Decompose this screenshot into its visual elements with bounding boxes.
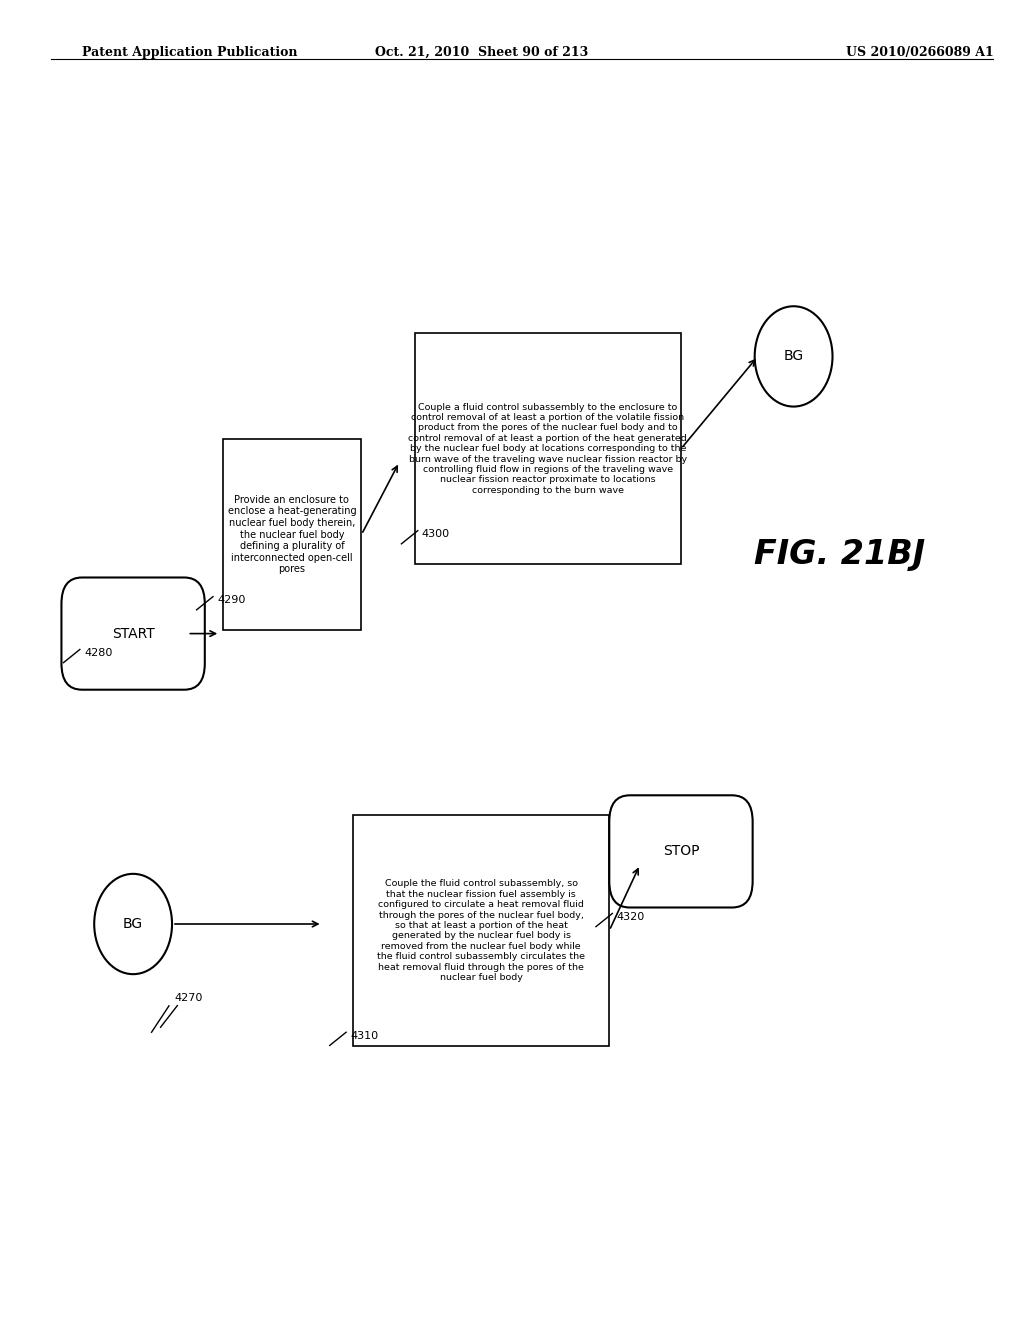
FancyBboxPatch shape (61, 578, 205, 689)
FancyBboxPatch shape (353, 816, 609, 1045)
Text: 4300: 4300 (422, 529, 450, 540)
Text: START: START (112, 627, 155, 640)
Text: Patent Application Publication: Patent Application Publication (82, 46, 297, 59)
Text: BG: BG (123, 917, 143, 931)
Text: FIG. 21BJ: FIG. 21BJ (754, 539, 926, 572)
Circle shape (755, 306, 833, 407)
Text: US 2010/0266089 A1: US 2010/0266089 A1 (846, 46, 993, 59)
Text: Couple a fluid control subassembly to the enclosure to
control removal of at lea: Couple a fluid control subassembly to th… (409, 403, 687, 495)
Text: STOP: STOP (663, 845, 699, 858)
Text: 4280: 4280 (84, 648, 113, 659)
Text: 4290: 4290 (217, 595, 246, 606)
Text: 4320: 4320 (616, 912, 645, 923)
Text: BG: BG (783, 350, 804, 363)
FancyBboxPatch shape (415, 333, 681, 565)
Text: Oct. 21, 2010  Sheet 90 of 213: Oct. 21, 2010 Sheet 90 of 213 (375, 46, 588, 59)
Text: 4270: 4270 (174, 993, 203, 1003)
Text: Couple the fluid control subassembly, so
that the nuclear fission fuel assembly : Couple the fluid control subassembly, so… (377, 879, 586, 982)
Text: 4310: 4310 (350, 1031, 378, 1041)
Circle shape (94, 874, 172, 974)
FancyBboxPatch shape (222, 438, 360, 631)
Text: Provide an enclosure to
enclose a heat-generating
nuclear fuel body therein,
the: Provide an enclosure to enclose a heat-g… (227, 495, 356, 574)
FancyBboxPatch shape (609, 795, 753, 908)
